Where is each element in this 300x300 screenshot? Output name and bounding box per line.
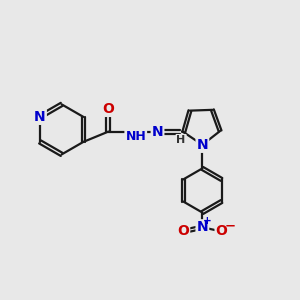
Text: −: − [224,219,235,232]
Text: O: O [102,102,114,116]
Text: O: O [216,224,227,238]
Text: N: N [196,220,208,234]
Text: +: + [203,216,212,226]
Text: N: N [152,124,164,139]
Text: N: N [34,110,46,124]
Text: N: N [196,138,208,152]
Text: H: H [176,135,186,145]
Text: NH: NH [125,130,146,142]
Text: O: O [177,224,189,238]
